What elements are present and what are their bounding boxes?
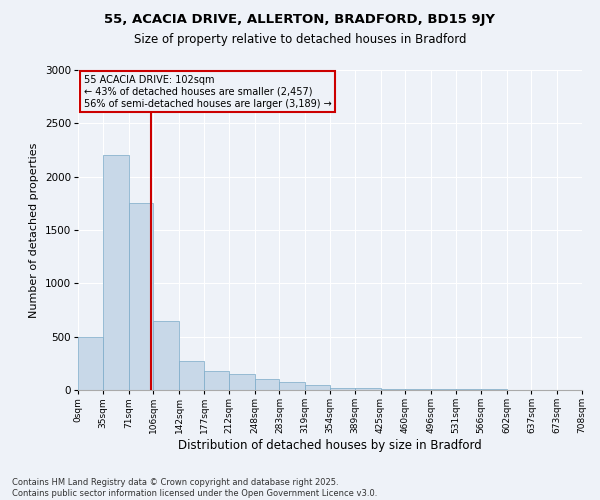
Bar xyxy=(355,388,380,390)
Text: 55, ACACIA DRIVE, ALLERTON, BRADFORD, BD15 9JY: 55, ACACIA DRIVE, ALLERTON, BRADFORD, BD… xyxy=(104,12,496,26)
Y-axis label: Number of detached properties: Number of detached properties xyxy=(29,142,39,318)
Bar xyxy=(431,389,456,390)
Bar xyxy=(154,320,179,390)
Bar xyxy=(78,336,103,390)
Bar xyxy=(254,380,280,390)
Bar xyxy=(229,374,254,390)
Bar xyxy=(305,384,330,390)
Bar xyxy=(330,388,355,390)
Bar xyxy=(128,204,154,390)
Bar xyxy=(406,389,431,390)
Bar xyxy=(179,360,204,390)
Bar xyxy=(204,372,229,390)
Text: 55 ACACIA DRIVE: 102sqm
← 43% of detached houses are smaller (2,457)
56% of semi: 55 ACACIA DRIVE: 102sqm ← 43% of detache… xyxy=(83,76,331,108)
Bar xyxy=(103,156,128,390)
Text: Contains HM Land Registry data © Crown copyright and database right 2025.
Contai: Contains HM Land Registry data © Crown c… xyxy=(12,478,377,498)
Bar xyxy=(380,389,406,390)
Text: Size of property relative to detached houses in Bradford: Size of property relative to detached ho… xyxy=(134,32,466,46)
Bar xyxy=(280,382,305,390)
X-axis label: Distribution of detached houses by size in Bradford: Distribution of detached houses by size … xyxy=(178,439,482,452)
